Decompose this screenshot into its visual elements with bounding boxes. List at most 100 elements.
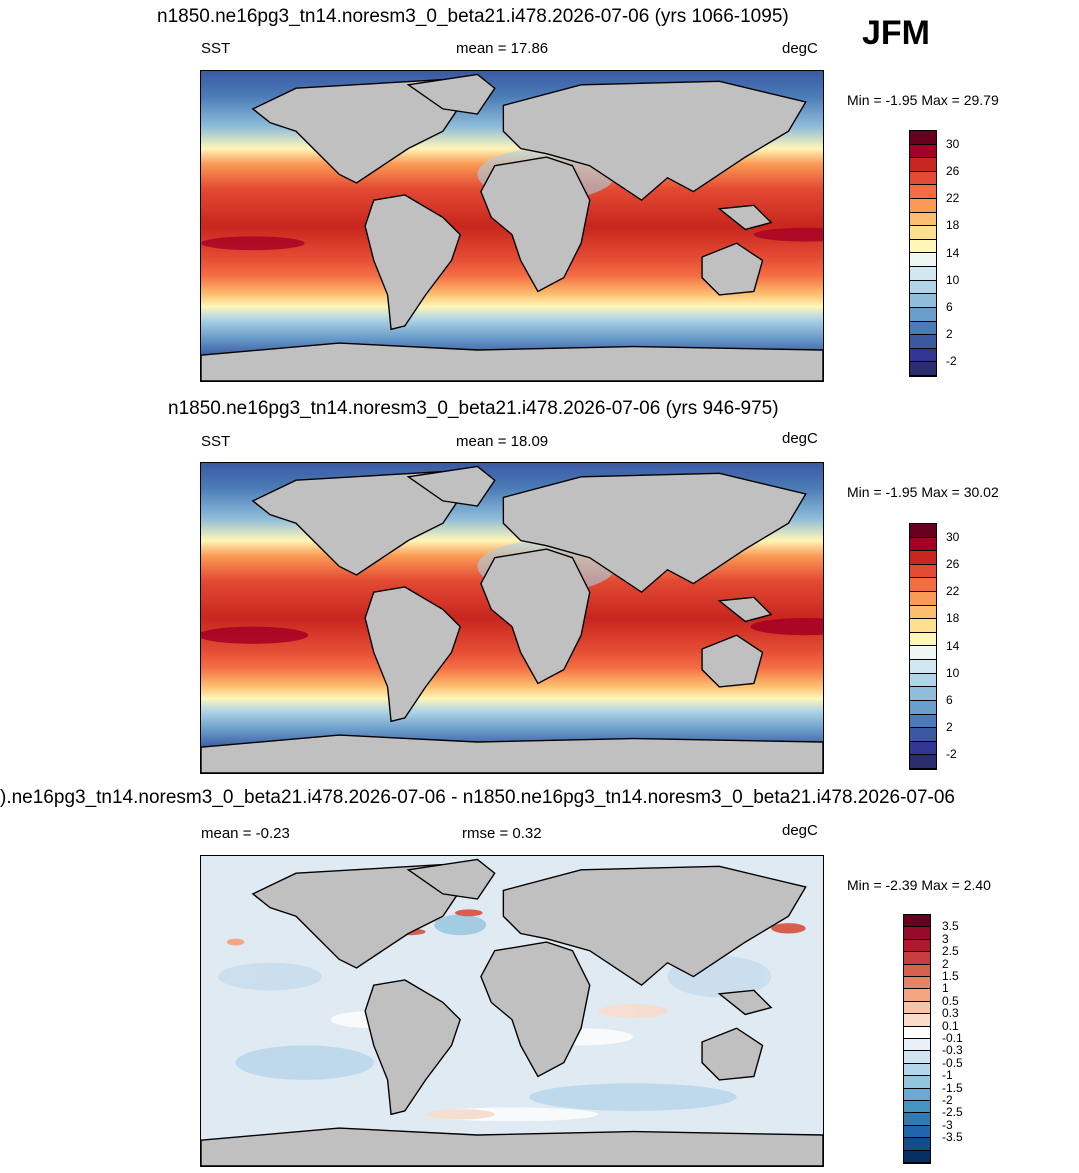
panel-1-title: n1850.ne16pg3_tn14.noresm3_0_beta21.i478… (157, 6, 789, 27)
panel-1-colorbar-tick-label: 10 (946, 272, 960, 287)
panel-2-colorbar-tick-label: 14 (946, 638, 960, 653)
panel-2-colorbar-segment (910, 619, 936, 633)
panel-3-colorbar-tick-label: -1 (942, 1068, 953, 1083)
panel-1-colorbar-segment (910, 294, 936, 308)
panel-2-minmax: Min = -1.95 Max = 30.02 (847, 484, 999, 500)
panel-3-colorbar-segment (904, 915, 930, 928)
panel-2-colorbar-tick-label: 10 (946, 665, 960, 680)
panel-2-colorbar-segment (910, 578, 936, 593)
panel-1-colorbar-segment (910, 171, 936, 186)
panel-1-colorbar-tick-label: 22 (946, 191, 960, 206)
panel-3-colorbar-segment (904, 952, 930, 965)
panel-1-colorbar-segment (910, 144, 936, 159)
panel-2-colorbar-tick-label: 18 (946, 611, 960, 626)
panel-3-title: ).ne16pg3_tn14.noresm3_0_beta21.i478.202… (0, 787, 956, 808)
panel-2-colorbar-tick-label: 2 (946, 720, 953, 735)
panel-3-colorbar (903, 914, 931, 1164)
panel-1-colorbar-segment (910, 253, 936, 268)
panel-3-colorbar-segment (904, 1001, 930, 1015)
panel-3-colorbar-segment (904, 1051, 930, 1064)
panel-2-colorbar-segment (910, 714, 936, 729)
panel-3-colorbar-segment (904, 977, 930, 990)
panel-1-colorbar-segment (910, 362, 936, 376)
panel-3-colorbar-segment (904, 1125, 930, 1139)
panel-1-mean: mean = 17.86 (456, 40, 549, 57)
panel-1-map-svg (201, 71, 823, 381)
panel-2-colorbar-segment (910, 646, 936, 661)
panel-3-colorbar-segment (904, 1026, 930, 1039)
panel-2-colorbar-segment (910, 687, 936, 701)
panel-1-colorbar-segment (910, 199, 936, 213)
panel-2-colorbar-tick-label: 26 (946, 556, 960, 571)
panel-2-colorbar-segment (910, 551, 936, 565)
panel-2-colorbar-segment (910, 605, 936, 620)
panel-1-minmax: Min = -1.95 Max = 29.79 (847, 92, 999, 108)
panel-1-colorbar-segment (910, 185, 936, 200)
panel-3-colorbar-tick-label: -0.3 (942, 1043, 963, 1058)
panel-3-mean: mean = -0.23 (201, 825, 290, 842)
panel-3-colorbar-tick-label: -2 (942, 1093, 953, 1107)
panel-3-colorbar-tick-label: 0.5 (942, 993, 959, 1008)
panel-3-colorbar-segment (904, 1101, 930, 1114)
panel-3-map-svg (201, 856, 823, 1166)
season-label: JFM (862, 14, 930, 52)
panel-3-colorbar-tick-label: -2.5 (942, 1105, 963, 1120)
panel-2-colorbar-segment (910, 728, 936, 742)
panel-3-colorbar-tick-label: -3.5 (942, 1130, 963, 1145)
panel-1-colorbar-segment (910, 321, 936, 336)
panel-3-colorbar-tick-label: -0.1 (942, 1031, 963, 1045)
panel-1-colorbar-segment (910, 212, 936, 227)
panel-3-map (200, 855, 824, 1167)
panel-1-colorbar-segment (910, 131, 936, 145)
panel-1-units: degC (782, 40, 818, 57)
panel-3-colorbar-tick-label: -1.5 (942, 1080, 963, 1095)
panel-3-colorbar-segment (904, 1076, 930, 1089)
panel-3-rmse: rmse = 0.32 (462, 825, 542, 842)
panel-3-colorbar-segment (904, 1150, 930, 1163)
panel-3-colorbar-segment (904, 1014, 930, 1027)
panel-1-colorbar-segment (910, 280, 936, 295)
panel-3-colorbar-tick-label: 0.3 (942, 1006, 959, 1021)
panel-1-colorbar-segment (910, 348, 936, 363)
panel-1-variable: SST (201, 40, 231, 57)
panel-2-colorbar-segment (910, 537, 936, 552)
panel-2-colorbar-segment (910, 564, 936, 579)
panel-3-colorbar-segment (904, 1039, 930, 1052)
panel-2-map (200, 462, 824, 774)
panel-3-colorbar-tick-label: -3 (942, 1117, 953, 1132)
panel-1-colorbar-tick-label: 18 (946, 218, 960, 233)
panel-1-colorbar-segment (910, 267, 936, 281)
panel-3-colorbar-segment (904, 1138, 930, 1151)
panel-2-colorbar-segment (910, 755, 936, 769)
panel-3-colorbar-tick-label: 2.5 (942, 944, 959, 959)
panel-3-colorbar-tick-label: 2 (942, 956, 949, 971)
panel-1-colorbar-segment (910, 158, 936, 172)
panel-1-colorbar-segment (910, 226, 936, 240)
panel-2-variable: SST (201, 433, 231, 450)
panel-2-mean: mean = 18.09 (456, 433, 549, 450)
panel-3-colorbar-segment (904, 1113, 930, 1126)
panel-1-colorbar-segment (910, 239, 936, 254)
panel-3-colorbar-segment (904, 1063, 930, 1077)
panel-2-colorbar-tick-label: 30 (946, 529, 960, 544)
panel-2-colorbar-segment (910, 592, 936, 606)
panel-1-colorbar-tick-label: 2 (946, 327, 953, 342)
panel-3-colorbar-segment (904, 927, 930, 940)
panel-1-colorbar-segment (910, 335, 936, 349)
panel-2-colorbar-segment (910, 741, 936, 756)
panel-3-colorbar-tick-label: -0.5 (942, 1055, 963, 1070)
panel-3-colorbar-tick-label: 1 (942, 981, 949, 996)
panel-3-colorbar-tick-label: 0.1 (942, 1018, 959, 1033)
panel-3-minmax: Min = -2.39 Max = 2.40 (847, 877, 991, 893)
panel-2-colorbar-segment (910, 632, 936, 647)
panel-1-colorbar-tick-label: 6 (946, 299, 953, 314)
panel-3-units: degC (782, 822, 818, 839)
panel-2-colorbar (909, 523, 937, 770)
panel-2-colorbar-segment (910, 700, 936, 715)
panel-1-colorbar-tick-label: 30 (946, 136, 960, 151)
panel-2-colorbar-tick-label: 6 (946, 692, 953, 707)
panel-1-colorbar-tick-label: 26 (946, 163, 960, 178)
panel-2-title: n1850.ne16pg3_tn14.noresm3_0_beta21.i478… (168, 398, 779, 419)
panel-2-colorbar-segment (910, 524, 936, 538)
panel-2-colorbar-tick-label: 22 (946, 584, 960, 599)
